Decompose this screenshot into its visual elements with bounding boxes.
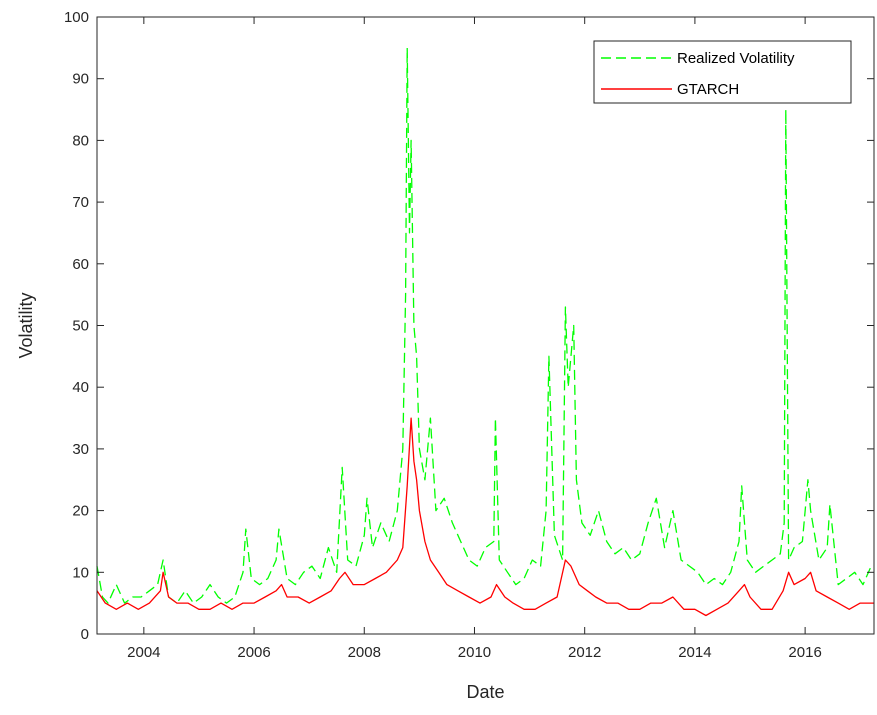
y-tick-label: 60 bbox=[72, 256, 89, 273]
y-tick-label: 20 bbox=[72, 503, 89, 520]
legend: Realized Volatility GTARCH bbox=[593, 40, 852, 104]
y-tick-label: 70 bbox=[72, 194, 89, 211]
x-tick-label: 2010 bbox=[458, 644, 491, 661]
y-axis-label: Volatility bbox=[16, 292, 36, 358]
x-axis-ticks: 2004 2006 2008 2010 2012 2014 2016 bbox=[127, 17, 822, 661]
x-tick-label: 2006 bbox=[237, 644, 270, 661]
y-tick-label: 0 bbox=[81, 626, 89, 643]
y-tick-label: 10 bbox=[72, 564, 89, 581]
axes-background bbox=[97, 17, 874, 634]
x-tick-label: 2008 bbox=[348, 644, 381, 661]
plot-area: 2004 2006 2008 2010 2012 2014 2016 0 10 20 30 40 50… bbox=[64, 9, 875, 661]
series-layer bbox=[96, 47, 874, 617]
x-tick-label: 2014 bbox=[678, 644, 711, 661]
x-tick-label: 2004 bbox=[127, 644, 160, 661]
y-tick-label: 80 bbox=[72, 132, 89, 149]
legend-label-gtarch: GTARCH bbox=[677, 81, 739, 98]
legend-box bbox=[593, 40, 852, 104]
x-tick-label: 2016 bbox=[788, 644, 821, 661]
series-line-realized-volatility bbox=[96, 47, 872, 604]
y-tick-label: 30 bbox=[72, 441, 89, 458]
series-line-gtarch bbox=[96, 417, 874, 617]
x-tick-label: 2012 bbox=[568, 644, 601, 661]
y-tick-label: 100 bbox=[64, 9, 89, 26]
legend-label-realized-volatility: Realized Volatility bbox=[677, 50, 795, 67]
y-tick-label: 50 bbox=[72, 318, 89, 335]
y-tick-label: 90 bbox=[72, 71, 89, 88]
y-tick-label: 40 bbox=[72, 379, 89, 396]
x-axis-label: Date bbox=[466, 682, 504, 702]
y-axis-ticks: 0 10 20 30 40 50 60 70 80 90 100 bbox=[64, 9, 874, 643]
